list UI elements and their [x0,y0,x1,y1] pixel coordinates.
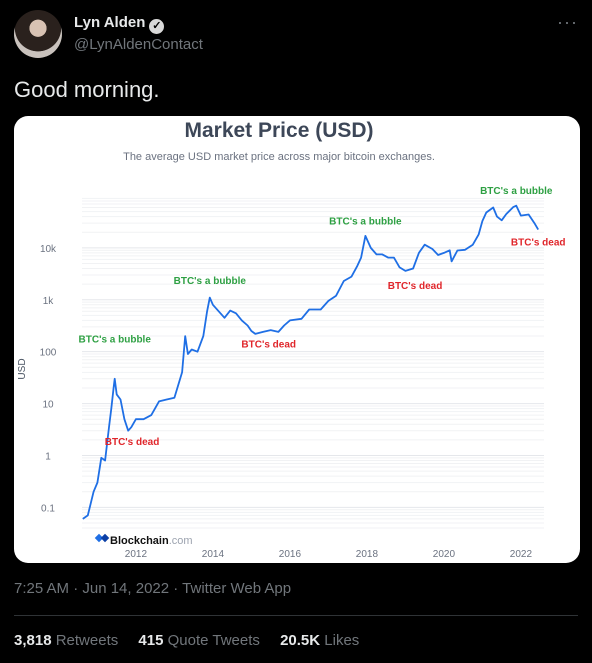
divider [14,615,578,616]
y-tick-label: 1k [43,296,55,307]
y-tick-labels: 0.1 1 10 100 1k 10k [40,244,57,514]
x-tick-label: 2018 [356,549,379,560]
tweet-header: Lyn Alden ✓ @LynAldenContact ··· [14,10,580,60]
verified-badge-icon: ✓ [149,19,165,34]
x-tick-label: 2022 [510,549,533,560]
bubble-annotation: BTC's a bubble [329,217,402,228]
y-axis-label: USD [17,358,28,379]
y-tick-label: 10k [40,244,57,255]
blockchain-watermark: Blockchain.com [94,533,193,547]
bubble-annotation: BTC's a bubble [174,276,247,287]
dead-annotation: BTC's dead [388,281,443,292]
y-tick-label: 100 [40,348,57,359]
more-options-icon[interactable]: ··· [557,12,578,32]
x-tick-label: 2016 [279,549,302,560]
y-tick-label: 10 [42,400,54,411]
retweets-stat[interactable]: 3,818 Retweets [14,632,119,649]
chart-subtitle: The average USD market price across majo… [123,151,435,163]
watermark-brand: Blockchain.com [110,535,193,547]
x-tick-label: 2014 [202,549,225,560]
author-name-text[interactable]: Lyn Alden [74,14,146,31]
market-price-chart: Market Price (USD) The average USD marke… [17,119,566,560]
price-series-line [82,204,539,520]
y-tick-label: 0.1 [41,503,55,514]
bubble-annotation: BTC's a bubble [480,186,553,197]
chart-title: Market Price (USD) [184,119,373,142]
avatar[interactable] [14,10,62,58]
bubble-annotation: BTC's a bubble [79,335,152,346]
tweet-stats: 3,818 Retweets 415 Quote Tweets 20.5K Li… [14,632,375,649]
x-tick-label: 2020 [433,549,456,560]
tweet-image-card[interactable]: Market Price (USD) The average USD marke… [14,116,580,563]
grid-lines [82,197,544,529]
quote-tweets-stat[interactable]: 415 Quote Tweets [138,632,260,649]
blockchain-logo-icon [94,533,110,543]
author-name[interactable]: Lyn Alden ✓ [74,14,165,34]
tweet-timestamp[interactable]: 7:25 AM · Jun 14, 2022 · Twitter Web App [14,580,292,597]
tweet-text: Good morning. [14,77,160,102]
likes-stat[interactable]: 20.5K Likes [280,632,360,649]
annotations: BTC's a bubble BTC's dead BTC's a bubble BT… [79,186,566,448]
dead-annotation: BTC's dead [241,340,296,351]
y-tick-label: 1 [45,451,51,462]
dead-annotation: BTC's dead [105,437,160,448]
author-handle[interactable]: @LynAldenContact [74,36,203,53]
x-tick-label: 2012 [125,549,148,560]
x-tick-labels: 2012 2014 2016 2018 2020 2022 [125,549,533,560]
dead-annotation: BTC's dead [511,238,566,249]
